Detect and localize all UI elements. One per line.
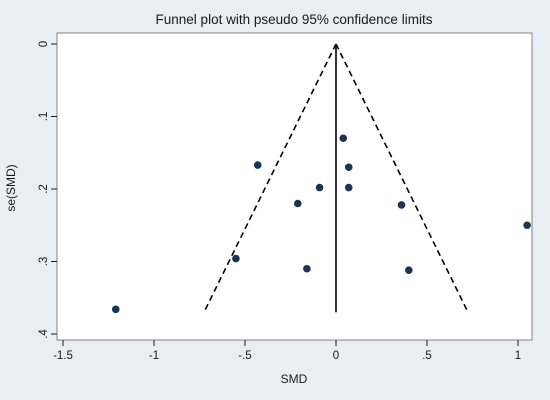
study-point — [253, 161, 262, 169]
chart-title: Funnel plot with pseudo 95% confidence l… — [156, 12, 433, 27]
plot-area — [56, 32, 533, 341]
x-tick-label: 0 — [333, 350, 339, 362]
data-points — [111, 134, 531, 314]
y-tick-label: .1 — [38, 112, 50, 122]
x-tick-label: -.5 — [238, 350, 251, 362]
study-point — [523, 221, 531, 230]
y-tick-label: 0 — [38, 41, 50, 47]
study-point — [339, 134, 348, 143]
study-point — [293, 199, 302, 208]
study-point — [397, 201, 406, 209]
x-tick-label: -1 — [149, 350, 159, 362]
x-tick-label: -1.5 — [53, 350, 73, 362]
x-axis-label: SMD — [281, 372, 308, 386]
x-tick-label: 1 — [515, 350, 521, 362]
study-point — [344, 183, 353, 192]
y-tick-label: .3 — [38, 257, 50, 267]
study-point — [303, 264, 311, 273]
y-axis: 0 .1 .2 .3 .4 — [38, 41, 57, 339]
x-tick-label: .5 — [422, 350, 432, 362]
study-point — [344, 163, 353, 172]
study-point — [232, 254, 240, 263]
x-axis: -1.5 -1 -.5 0 .5 1 — [53, 340, 521, 362]
funnel-lines — [203, 43, 469, 313]
study-point — [111, 305, 120, 314]
y-tick-label: .2 — [38, 184, 50, 194]
study-point — [315, 183, 324, 192]
y-axis-label: se(SMD) — [4, 164, 18, 211]
study-point — [405, 266, 413, 275]
y-tick-label: .4 — [38, 329, 50, 339]
